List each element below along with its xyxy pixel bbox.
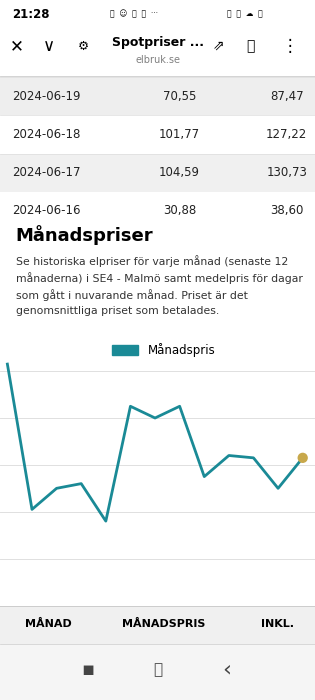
FancyBboxPatch shape — [0, 116, 315, 153]
Text: 21:28: 21:28 — [13, 8, 50, 21]
Text: ⚙: ⚙ — [78, 40, 89, 52]
Text: ⇗: ⇗ — [213, 39, 225, 53]
Text: MÅNADSPRIS: MÅNADSPRIS — [122, 619, 205, 629]
Text: Se historiska elpriser för varje månad (senaste 12
månaderna) i SE4 - Malmö samt: Se historiska elpriser för varje månad (… — [16, 255, 303, 316]
Text: elbruk.se: elbruk.se — [135, 55, 180, 64]
Text: INKL.: INKL. — [261, 619, 294, 629]
Text: ✕: ✕ — [10, 37, 24, 55]
Text: ⋮: ⋮ — [282, 37, 298, 55]
FancyBboxPatch shape — [0, 153, 315, 192]
Text: ∨: ∨ — [43, 37, 55, 55]
Point — [300, 452, 305, 463]
Text: 38,60: 38,60 — [270, 204, 303, 218]
Text: 2024-06-19: 2024-06-19 — [13, 90, 81, 103]
Text: 104,59: 104,59 — [159, 166, 200, 179]
Text: 101,77: 101,77 — [159, 128, 200, 141]
Text: 127,22: 127,22 — [266, 128, 307, 141]
Text: ⏰  ☺  ⏰  🔔  ···: ⏰ ☺ ⏰ 🔔 ··· — [110, 10, 158, 19]
Text: 📶  📶  ☁  🔋: 📶 📶 ☁ 🔋 — [227, 10, 262, 19]
Text: 2024-06-18: 2024-06-18 — [13, 128, 81, 141]
Text: 130,73: 130,73 — [266, 166, 307, 179]
Text: MÅNAD: MÅNAD — [25, 619, 72, 629]
Text: 87,47: 87,47 — [270, 90, 303, 103]
Text: 70,55: 70,55 — [163, 90, 196, 103]
FancyBboxPatch shape — [0, 77, 315, 116]
Text: ▪: ▪ — [82, 659, 95, 679]
Text: 🔖: 🔖 — [246, 39, 255, 53]
Text: ⏹: ⏹ — [153, 662, 162, 677]
Text: 2024-06-16: 2024-06-16 — [13, 204, 81, 218]
FancyBboxPatch shape — [0, 192, 315, 230]
Text: ‹: ‹ — [222, 659, 231, 679]
Text: 2024-06-17: 2024-06-17 — [13, 166, 81, 179]
Legend: Månadspris: Månadspris — [107, 338, 220, 362]
Text: 30,88: 30,88 — [163, 204, 196, 218]
Text: Månadspriser: Månadspriser — [16, 225, 153, 246]
Text: Spotpriser ...: Spotpriser ... — [112, 36, 203, 50]
